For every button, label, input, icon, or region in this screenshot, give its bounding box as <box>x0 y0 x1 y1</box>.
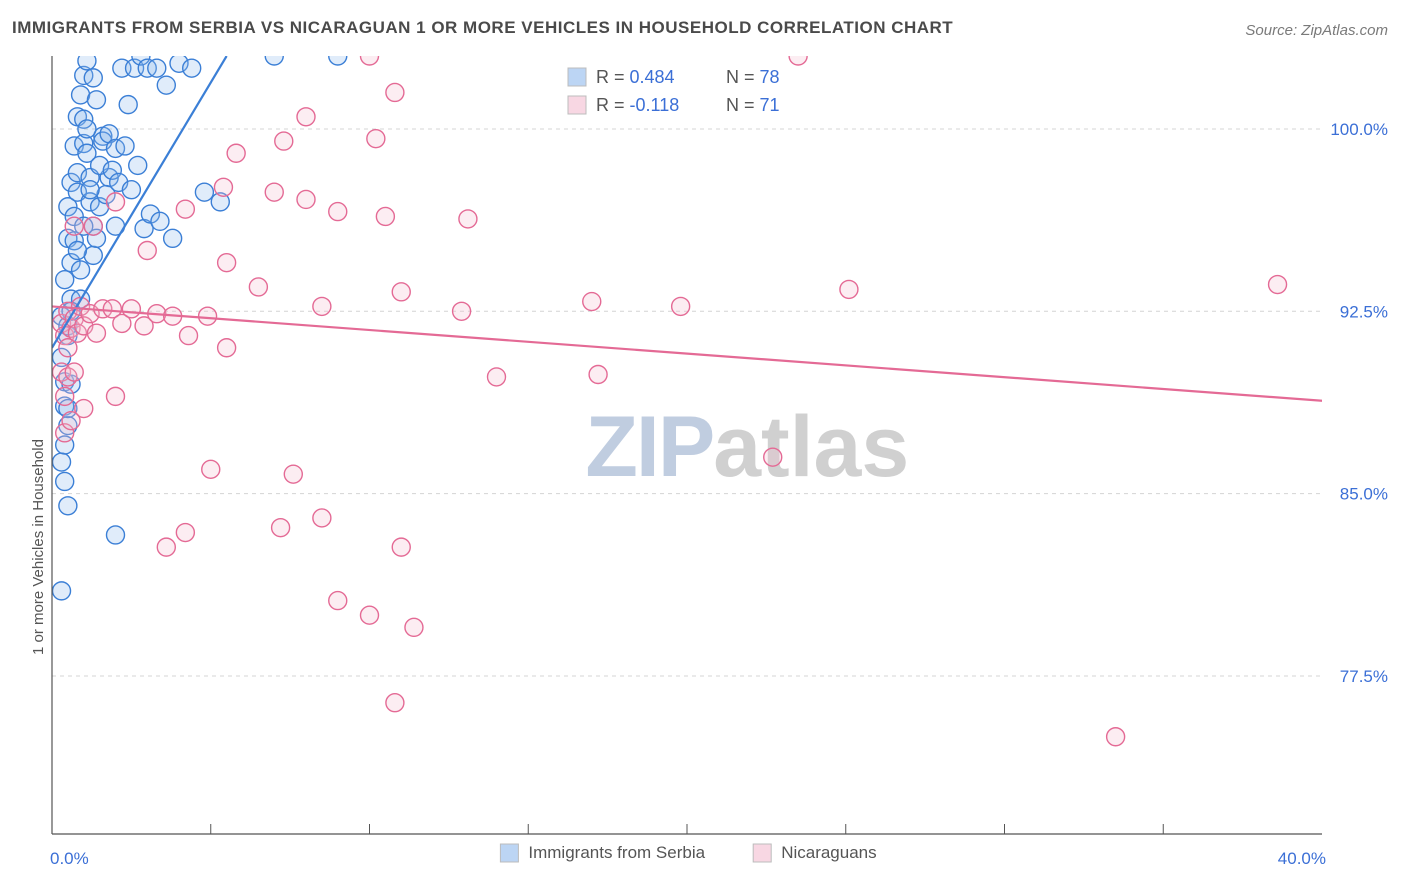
svg-text:0.0%: 0.0% <box>50 849 89 868</box>
svg-text:N = 78: N = 78 <box>726 67 780 87</box>
svg-text:92.5%: 92.5% <box>1340 302 1388 321</box>
svg-text:100.0%: 100.0% <box>1330 120 1388 139</box>
svg-text:Nicaraguans: Nicaraguans <box>781 843 876 862</box>
correlation-chart: 77.5% 85.0% 92.5% 100.0% 0.0% 40.0% R = 0.484 N… <box>0 0 1406 892</box>
svg-text:40.0%: 40.0% <box>1278 849 1326 868</box>
svg-text:Immigrants from Serbia: Immigrants from Serbia <box>528 843 705 862</box>
svg-text:77.5%: 77.5% <box>1340 667 1388 686</box>
svg-text:R = -0.118: R = -0.118 <box>596 95 679 115</box>
svg-text:N = 71: N = 71 <box>726 95 780 115</box>
svg-text:R = 0.484: R = 0.484 <box>596 67 675 87</box>
svg-text:85.0%: 85.0% <box>1340 485 1388 504</box>
